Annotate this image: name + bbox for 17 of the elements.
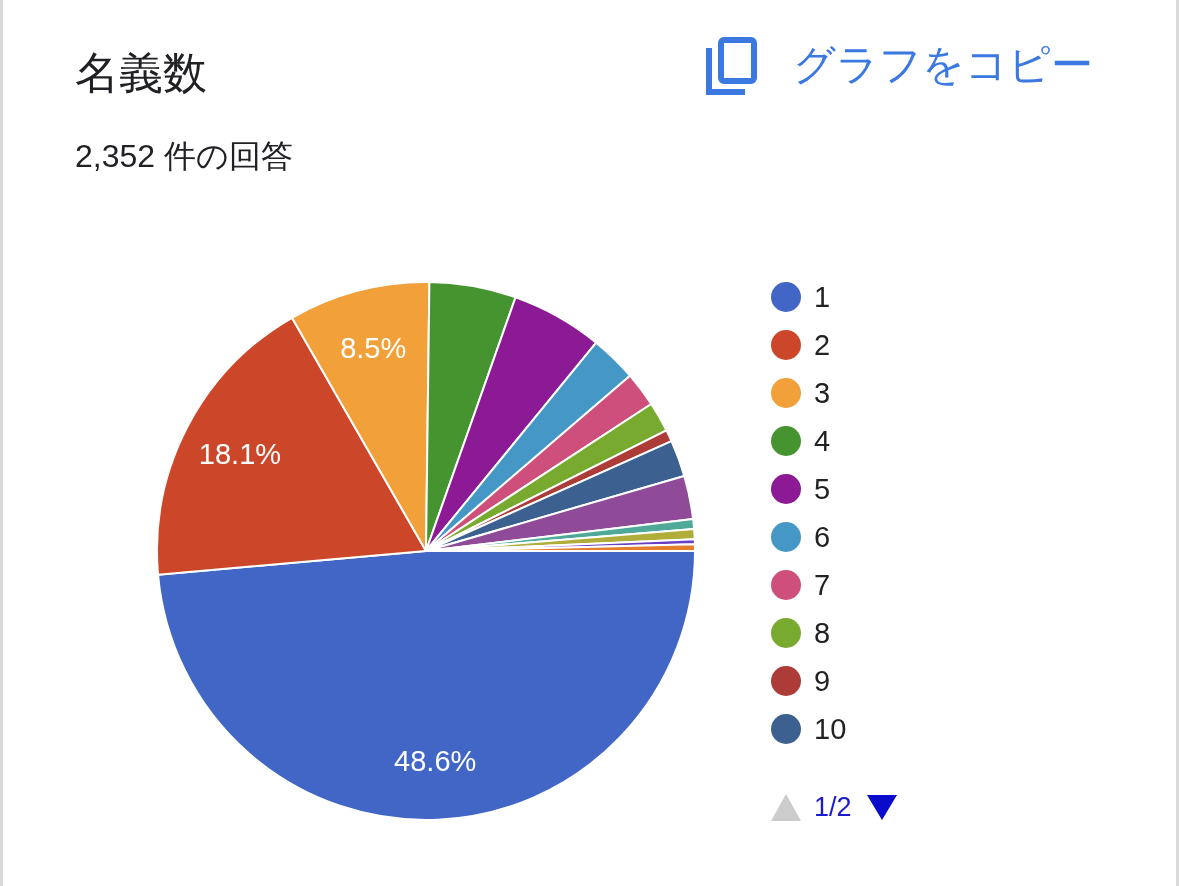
data-label: 18.1% [198,437,282,470]
legend-label: 4 [814,425,831,457]
legend-label: 1 [814,281,831,313]
text: 1/2 [814,792,852,822]
text: グラフをコピー [793,41,1093,88]
chart-title: 名義数 [75,48,207,97]
legend-label: 2 [814,329,831,361]
legend-label: 6 [814,521,831,553]
data-label: 8.5% [340,331,407,364]
legend-label: 7 [814,569,831,601]
legend-label: 10 [814,713,847,745]
legend-label: 9 [814,665,831,697]
legend-label: 8 [814,617,831,649]
data-label: 48.6% [394,744,477,777]
chart-subtitle: 2,352 件の回答 [75,138,293,174]
legend-label: 5 [814,473,831,505]
legend-label: 3 [814,377,831,409]
